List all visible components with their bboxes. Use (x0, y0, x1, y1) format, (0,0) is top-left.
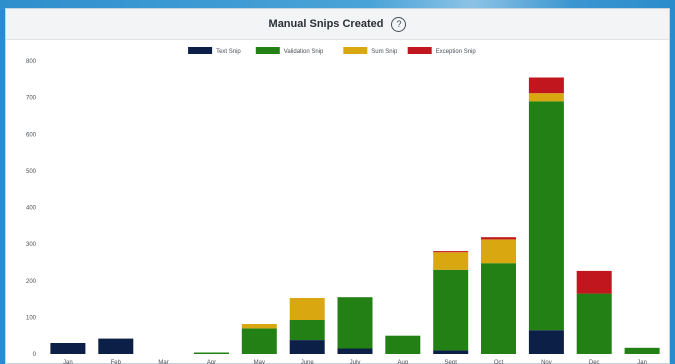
x-tick-label: Feb (111, 360, 122, 364)
bar-segment-validation-snip[interactable] (241, 328, 277, 354)
bar-segment-validation-snip[interactable] (337, 297, 373, 349)
help-icon[interactable]: ? (391, 16, 407, 32)
bar-segment-text-snip[interactable] (528, 330, 564, 354)
y-tick-label: 700 (26, 96, 37, 102)
bar-segment-validation-snip[interactable] (433, 269, 469, 351)
x-tick-label: Jan (637, 360, 647, 364)
bar-segment-exception-snip[interactable] (433, 251, 469, 253)
legend-swatch (343, 47, 368, 54)
legend-swatch (255, 47, 280, 54)
x-tick-label: Nov (541, 360, 552, 364)
y-axis: 0 100 200 300 400 500 600 700 800 (26, 59, 37, 358)
x-tick-label: Mar (158, 360, 168, 364)
x-tick-label: May (254, 360, 265, 364)
y-tick-label: 100 (26, 315, 37, 321)
bar-segment-text-snip[interactable] (337, 348, 373, 355)
y-tick-label: 800 (26, 59, 37, 65)
bar-segment-text-snip[interactable] (98, 338, 134, 354)
bar-segment-sum-snip[interactable] (289, 298, 325, 320)
bar-segment-exception-snip[interactable] (481, 237, 516, 240)
x-tick-label: Dec (589, 360, 600, 364)
background-banner (0, 0, 675, 10)
bar-segment-sum-snip[interactable] (481, 239, 516, 264)
bar-segment-sum-snip[interactable] (241, 324, 277, 329)
bar-segment-sum-snip[interactable] (433, 252, 469, 270)
bar-segment-validation-snip[interactable] (289, 319, 325, 340)
legend-label: Exception Snip (436, 49, 477, 55)
bar-segment-validation-snip[interactable] (528, 101, 564, 331)
bar-segment-text-snip[interactable] (289, 340, 325, 354)
bar-segment-validation-snip[interactable] (481, 263, 516, 354)
chart-legend: Text Snip Validation Snip Sum Snip Exceptio… (188, 47, 476, 55)
x-axis: Jan Feb Mar Apr May June July Aug Sept Oct Nov Dec J… (63, 360, 647, 364)
x-tick-label: June (301, 360, 315, 364)
chart-title: Manual Snips Created (268, 18, 384, 30)
bar-segment-validation-snip[interactable] (624, 347, 660, 354)
bar-segment-validation-snip[interactable] (385, 335, 421, 354)
bar-segment-text-snip[interactable] (433, 350, 469, 354)
chart-header: Manual Snips Created ? (6, 9, 669, 40)
y-tick-label: 500 (26, 169, 37, 175)
bar-segment-validation-snip[interactable] (576, 293, 612, 354)
x-tick-label: Oct (494, 360, 504, 364)
legend-label: Text Snip (216, 49, 241, 55)
bar-segment-sum-snip[interactable] (528, 93, 564, 102)
x-tick-label: Aug (397, 360, 408, 364)
y-tick-label: 0 (33, 352, 37, 358)
bar-segment-exception-snip[interactable] (528, 77, 564, 94)
bars (50, 77, 660, 355)
y-tick-label: 400 (26, 206, 37, 212)
legend-label: Sum Snip (371, 49, 398, 55)
x-tick-label: Sept (445, 360, 458, 364)
y-tick-label: 300 (26, 242, 37, 248)
legend-swatch (188, 47, 213, 54)
x-tick-label: Apr (207, 360, 216, 364)
y-tick-label: 600 (26, 132, 37, 138)
bar-segment-validation-snip[interactable] (194, 352, 229, 355)
x-tick-label: July (350, 360, 361, 364)
bar-segment-text-snip[interactable] (50, 343, 86, 354)
x-tick-label: Jan (63, 360, 73, 364)
legend-label: Validation Snip (284, 49, 324, 55)
bar-segment-exception-snip[interactable] (576, 270, 612, 294)
legend-swatch (407, 47, 432, 54)
y-tick-label: 200 (26, 279, 37, 285)
